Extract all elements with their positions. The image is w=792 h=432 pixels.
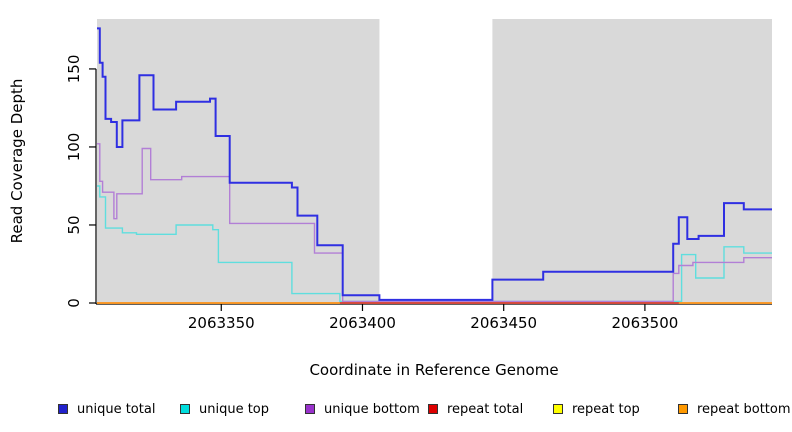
legend-label: repeat top xyxy=(572,401,640,417)
legend-swatch xyxy=(58,404,68,414)
legend-item-unique-total: unique total xyxy=(58,401,155,417)
legend-swatch xyxy=(428,404,438,414)
x-tick-label: 2063450 xyxy=(470,314,537,332)
legend-swatch xyxy=(553,404,563,414)
legend-item-repeat-bottom: repeat bottom xyxy=(678,401,791,417)
legend-item-repeat-top: repeat top xyxy=(553,401,640,417)
y-tick-label: 50 xyxy=(65,215,83,234)
y-tick-label: 0 xyxy=(65,298,83,308)
legend-label: repeat total xyxy=(447,401,524,417)
series-unique-bottom xyxy=(97,143,772,303)
series-unique-total xyxy=(97,27,772,301)
y-axis-title: Read Coverage Depth xyxy=(8,78,26,244)
legend-swatch xyxy=(305,404,315,414)
y-tick-label: 100 xyxy=(65,133,83,162)
legend-label: unique top xyxy=(199,401,270,417)
legend-label: unique total xyxy=(77,401,156,417)
legend-item-repeat-total: repeat total xyxy=(428,401,523,417)
x-axis-title: Coordinate in Reference Genome xyxy=(309,361,559,379)
legend-label: repeat bottom xyxy=(697,401,791,417)
y-tick-label: 150 xyxy=(65,55,83,84)
legend-item-unique-bottom: unique bottom xyxy=(305,401,420,417)
plot-canvas: 2063350 2063400 2063450 2063500 0 50 100 150 xyxy=(65,19,772,332)
x-tick-label: 2063500 xyxy=(612,314,679,332)
legend-swatch xyxy=(678,404,688,414)
x-tick-label: 2063350 xyxy=(188,314,255,332)
legend-item-unique-top: unique top xyxy=(180,401,269,417)
legend-label: unique bottom xyxy=(324,401,420,417)
x-tick-label: 2063400 xyxy=(329,314,396,332)
series-unique-top xyxy=(97,185,772,303)
uncovered-band xyxy=(379,19,493,303)
legend-swatch xyxy=(180,404,190,414)
legend: unique total unique top unique bottom repea… xyxy=(0,401,792,421)
